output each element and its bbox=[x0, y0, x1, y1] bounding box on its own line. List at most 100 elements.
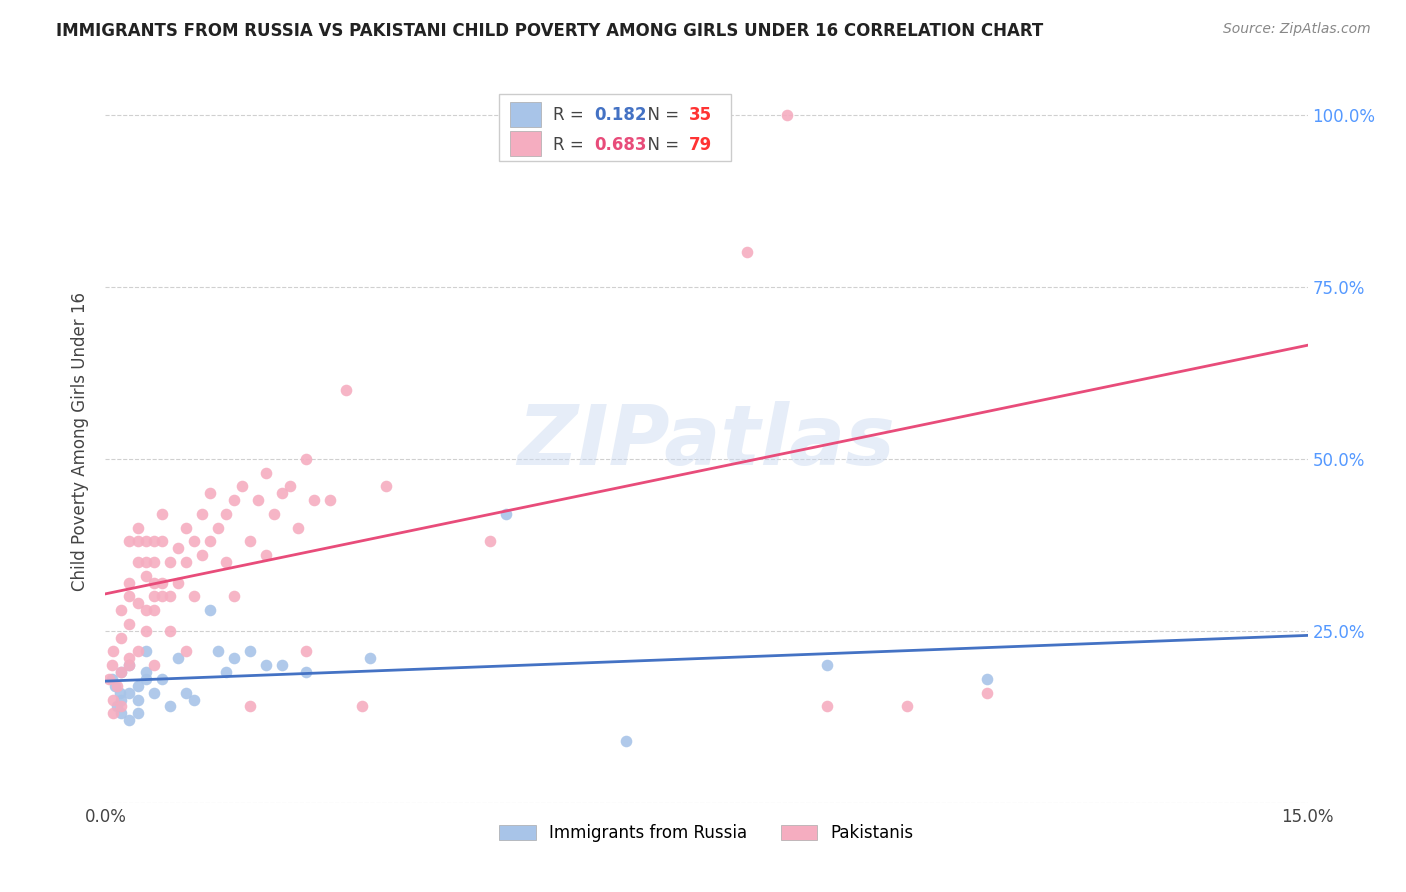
Point bbox=[103, 692, 125, 706]
Point bbox=[110, 692, 132, 706]
Point bbox=[127, 644, 149, 658]
Point bbox=[150, 590, 173, 604]
Text: ZIPatlas: ZIPatlas bbox=[517, 401, 896, 482]
Y-axis label: Child Poverty Among Girls Under 16: Child Poverty Among Girls Under 16 bbox=[72, 292, 90, 591]
Text: 0.683: 0.683 bbox=[595, 136, 647, 153]
Point bbox=[222, 590, 245, 604]
Point bbox=[101, 672, 124, 686]
Point bbox=[127, 555, 149, 569]
Legend: Immigrants from Russia, Pakistanis: Immigrants from Russia, Pakistanis bbox=[492, 817, 921, 848]
Point bbox=[107, 699, 129, 714]
Point bbox=[295, 644, 318, 658]
Point bbox=[231, 479, 253, 493]
Point bbox=[295, 451, 318, 466]
Point bbox=[135, 534, 157, 549]
Point bbox=[239, 699, 262, 714]
Point bbox=[183, 534, 205, 549]
Point bbox=[135, 665, 157, 679]
Point bbox=[118, 575, 141, 590]
Point bbox=[118, 713, 141, 727]
Point bbox=[110, 699, 132, 714]
Point bbox=[101, 658, 124, 673]
Point bbox=[174, 644, 197, 658]
Point bbox=[118, 658, 141, 673]
Point bbox=[222, 493, 245, 508]
Point bbox=[135, 568, 157, 582]
Point bbox=[183, 590, 205, 604]
Point bbox=[159, 590, 181, 604]
Point bbox=[246, 493, 269, 508]
Point bbox=[135, 644, 157, 658]
Point bbox=[815, 658, 838, 673]
Point bbox=[270, 658, 292, 673]
Point bbox=[142, 658, 165, 673]
Point bbox=[815, 699, 838, 714]
Point bbox=[150, 575, 173, 590]
Point bbox=[135, 624, 157, 638]
Point bbox=[108, 686, 131, 700]
Point bbox=[198, 534, 221, 549]
Point bbox=[110, 665, 132, 679]
Point bbox=[479, 534, 502, 549]
Point bbox=[375, 479, 398, 493]
Point bbox=[118, 590, 141, 604]
Text: R =: R = bbox=[553, 106, 589, 124]
Point bbox=[110, 706, 132, 721]
Point bbox=[142, 555, 165, 569]
Point bbox=[239, 644, 262, 658]
Point bbox=[190, 507, 212, 521]
Point bbox=[135, 555, 157, 569]
Point bbox=[207, 644, 229, 658]
Point bbox=[150, 672, 173, 686]
Point bbox=[976, 686, 998, 700]
Point bbox=[127, 706, 149, 721]
Point bbox=[207, 520, 229, 534]
Point bbox=[142, 575, 165, 590]
Point bbox=[359, 651, 381, 665]
Text: 0.182: 0.182 bbox=[595, 106, 647, 124]
Point bbox=[103, 644, 125, 658]
Point bbox=[198, 486, 221, 500]
Point bbox=[495, 507, 517, 521]
Point bbox=[198, 603, 221, 617]
Point bbox=[776, 108, 799, 122]
Point bbox=[127, 534, 149, 549]
Point bbox=[302, 493, 325, 508]
Point bbox=[142, 534, 165, 549]
Point bbox=[263, 507, 285, 521]
Point bbox=[150, 507, 173, 521]
Point bbox=[104, 679, 127, 693]
Point bbox=[142, 590, 165, 604]
Text: N =: N = bbox=[637, 136, 685, 153]
Point bbox=[110, 665, 132, 679]
Point bbox=[166, 651, 188, 665]
Point bbox=[127, 520, 149, 534]
Point bbox=[127, 692, 149, 706]
Point bbox=[135, 603, 157, 617]
Point bbox=[976, 672, 998, 686]
Point bbox=[118, 616, 141, 631]
Point bbox=[150, 534, 173, 549]
Point bbox=[254, 466, 277, 480]
Point bbox=[239, 534, 262, 549]
Point bbox=[127, 596, 149, 610]
Point bbox=[159, 624, 181, 638]
Point bbox=[295, 665, 318, 679]
Point bbox=[335, 383, 357, 397]
Point bbox=[135, 672, 157, 686]
Point bbox=[183, 692, 205, 706]
Point bbox=[319, 493, 342, 508]
Point bbox=[270, 486, 292, 500]
Point bbox=[214, 507, 236, 521]
Point bbox=[254, 548, 277, 562]
Point bbox=[616, 734, 638, 748]
Point bbox=[214, 665, 236, 679]
Point bbox=[735, 245, 758, 260]
Point bbox=[896, 699, 918, 714]
Point bbox=[174, 555, 197, 569]
Point bbox=[110, 631, 132, 645]
Point bbox=[222, 651, 245, 665]
Point bbox=[214, 555, 236, 569]
Text: N =: N = bbox=[637, 106, 685, 124]
Text: IMMIGRANTS FROM RUSSIA VS PAKISTANI CHILD POVERTY AMONG GIRLS UNDER 16 CORRELATI: IMMIGRANTS FROM RUSSIA VS PAKISTANI CHIL… bbox=[56, 22, 1043, 40]
